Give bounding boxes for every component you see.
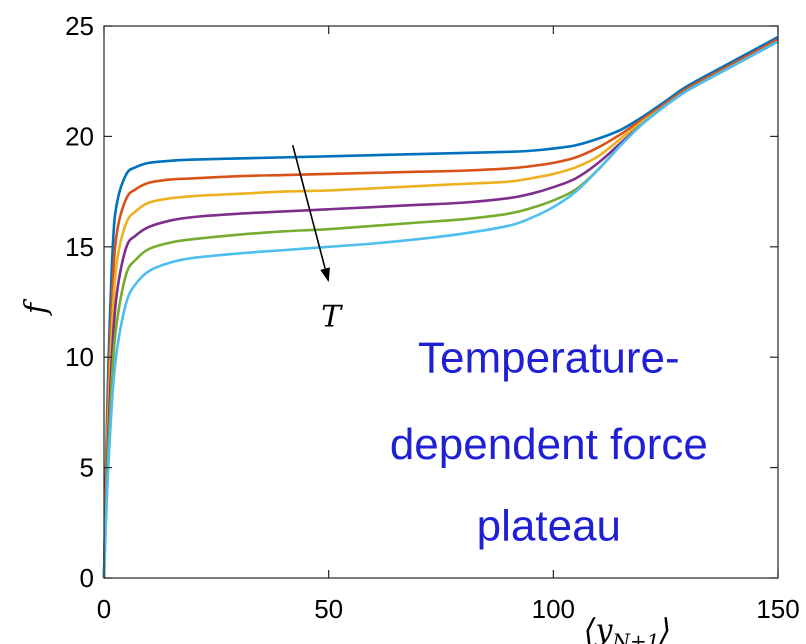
x-tick-label: 50 [314,594,343,624]
x-tick-label: 0 [97,594,111,624]
y-tick-label: 0 [80,563,94,593]
y-tick-label: 25 [65,11,94,41]
y-tick-label: 20 [65,121,94,151]
x-tick-label: 100 [532,594,575,624]
series-line-3 [102,40,779,579]
plot-frame [103,25,779,579]
series-layer [102,35,779,579]
temperature-arrowhead [320,267,330,283]
x-axis-label: ⟨yN+1⟩ [584,613,671,644]
annotation-line-3: plateau [477,501,621,550]
series-line-6 [102,40,779,579]
arrow-layer: T [291,145,343,334]
series-line-2 [102,38,779,579]
tick-layer: 0 50 100 150 0 5 10 15 20 25 [65,11,800,624]
temperature-arrow-label: T [321,299,343,334]
y-tick-label: 10 [65,342,94,372]
annotation-line-2: dependent force [390,420,708,469]
y-tick-label: 15 [65,232,94,262]
temperature-arrow [291,145,326,269]
series-line-1 [102,35,779,579]
y-tick-label: 5 [80,453,94,483]
annotation-line-1: Temperature- [418,334,680,383]
x-tick-label: 150 [756,594,799,624]
